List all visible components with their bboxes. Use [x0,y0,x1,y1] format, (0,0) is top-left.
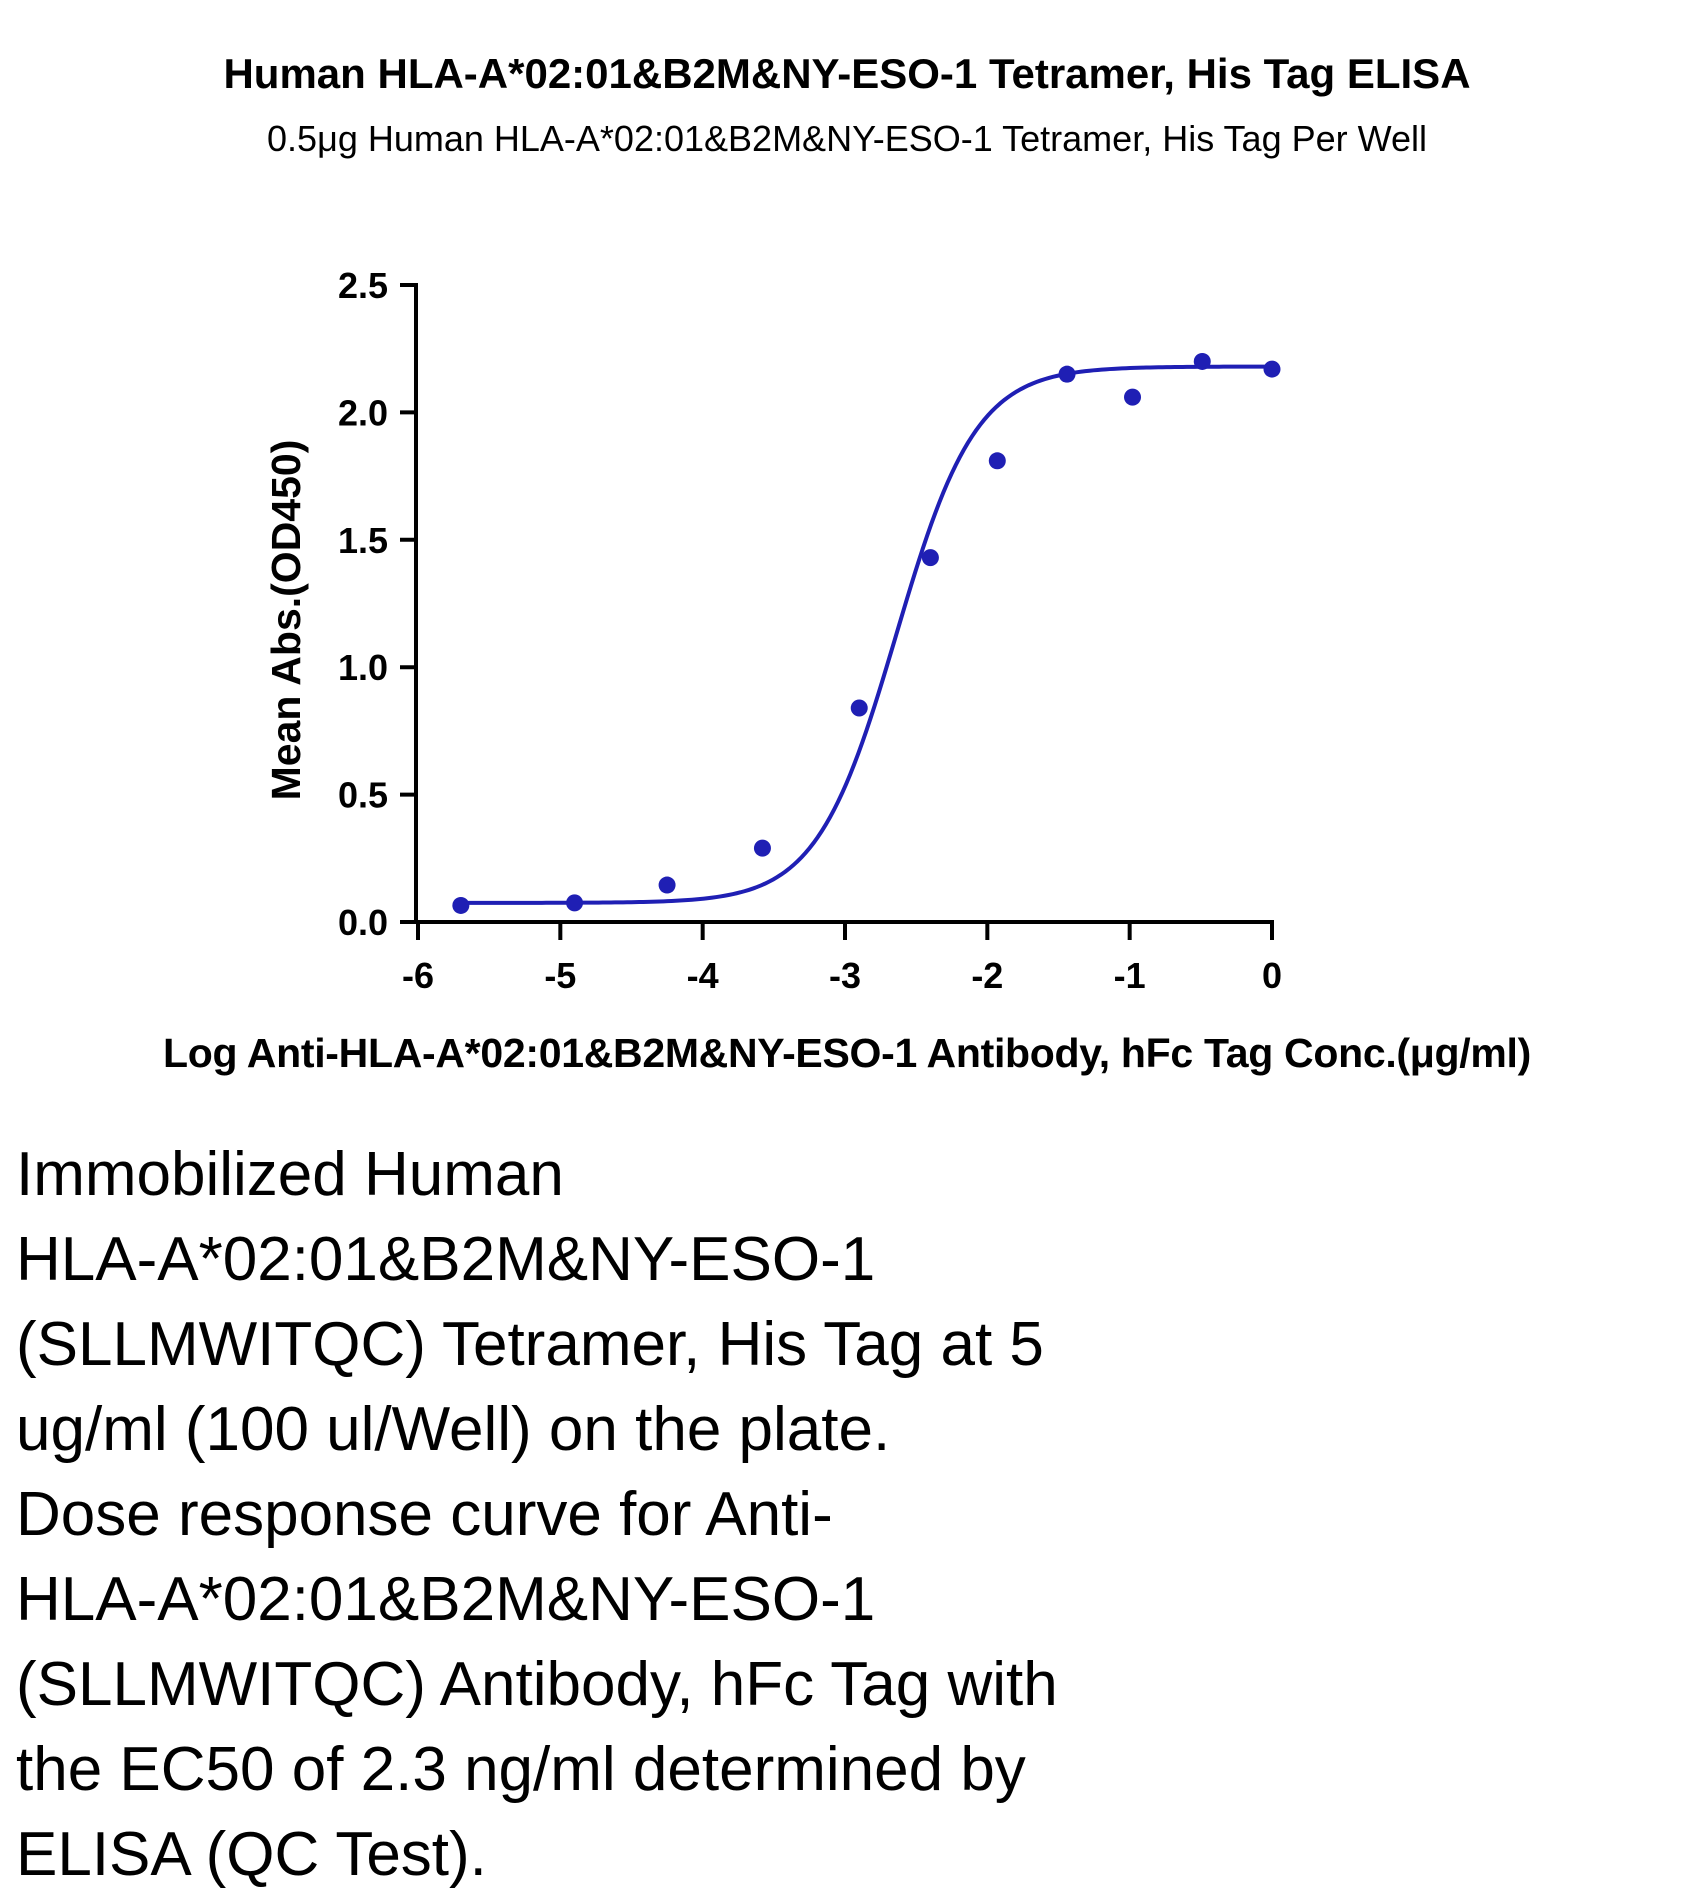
y-tick-label: 0.0 [338,902,388,943]
caption-line: Immobilized Human [16,1140,564,1209]
caption-line: Dose response curve for Anti- [16,1480,833,1549]
data-point [850,699,868,717]
data-point [988,452,1006,470]
x-tick-label: -5 [544,955,576,996]
caption-line: ug/ml (100 ul/Well) on the plate. [16,1395,891,1464]
fit-curve [460,364,1272,905]
caption: Immobilized Human HLA-A*02:01&B2M&NY-ESO… [16,1132,1216,1897]
x-axis-label: Log Anti-HLA-A*02:01&B2M&NY-ESO-1 Antibo… [163,1030,1531,1076]
x-tick-label: 0 [1262,955,1282,996]
y-tick-label: 0.5 [338,775,388,816]
x-tick-label: -3 [829,955,861,996]
chart-plot: Mean Abs.(OD450) 0.0 0.5 1.0 1.5 2.0 2.5 -6 -5 -… [263,265,1282,996]
data-point [452,896,470,914]
chart-title: Human HLA-A*02:01&B2M&NY-ESO-1 Tetramer,… [223,50,1471,97]
caption-line: (SLLMWITQC) Antibody, hFc Tag with [16,1650,1058,1719]
chart-subtitle: 0.5μg Human HLA-A*02:01&B2M&NY-ESO-1 Tet… [267,118,1427,159]
caption-line: the EC50 of 2.3 ng/ml determined by [16,1735,1026,1804]
caption-line: HLA-A*02:01&B2M&NY-ESO-1 [16,1225,876,1294]
data-point [1124,388,1142,406]
y-tick-label: 2.0 [338,392,388,433]
data-point [921,549,939,567]
caption-line: HLA-A*02:01&B2M&NY-ESO-1 [16,1565,876,1634]
x-tick-label: -4 [687,955,719,996]
x-tick-label: -1 [1114,955,1146,996]
y-tick-label: 1.5 [338,520,388,561]
y-axis-label: Mean Abs.(OD450) [263,440,309,801]
y-tick-label: 2.5 [338,265,388,306]
caption-line: ELISA (QC Test). [16,1820,487,1889]
data-point [1058,365,1076,383]
x-tick-label: -6 [402,955,434,996]
data-point [753,839,771,857]
data-point [566,894,584,912]
caption-line: (SLLMWITQC) Tetramer, His Tag at 5 [16,1310,1044,1379]
data-point [658,876,676,894]
data-point [1263,360,1281,378]
data-point [1193,352,1211,370]
x-tick-label: -2 [971,955,1003,996]
y-tick-label: 1.0 [338,647,388,688]
